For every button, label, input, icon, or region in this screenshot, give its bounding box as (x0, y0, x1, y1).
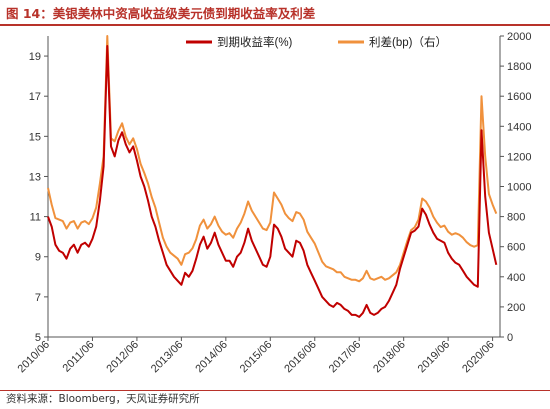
x-tick-label: 2020/06 (460, 339, 497, 376)
series-line-yield (47, 45, 498, 318)
x-tick-label: 2019/06 (416, 339, 453, 376)
y-right-tick-label: 800 (507, 212, 525, 224)
y-right-tick-label: 1600 (507, 91, 531, 103)
y-left-tick-label: 17 (29, 91, 41, 103)
x-tick-label: 2010/06 (16, 339, 53, 376)
y-left-tick-label: 7 (35, 292, 41, 304)
legend-item-yield: 到期收益率(%) (186, 35, 293, 49)
chart-lines (47, 35, 498, 318)
x-tick-label: 2014/06 (193, 339, 230, 376)
y-left-tick-label: 5 (35, 332, 41, 344)
x-tick-label: 2012/06 (104, 339, 141, 376)
y-right-tick-label: 600 (507, 242, 525, 254)
y-right-tick-label: 0 (507, 332, 513, 344)
y-right-tick-label: 200 (507, 302, 525, 314)
y-left-tick-label: 15 (29, 131, 41, 143)
y-left-tick-label: 9 (35, 252, 41, 264)
series-line-spread (47, 35, 498, 283)
y-left-tick-label: 13 (29, 171, 41, 183)
x-tick-label: 2017/06 (327, 339, 364, 376)
y-right-tick-label: 1200 (507, 151, 531, 163)
x-tick-label: 2013/06 (149, 339, 186, 376)
y-left-tick-label: 11 (30, 212, 41, 224)
legend-item-spread: 利差(bp)（右） (338, 35, 447, 49)
x-tick-label: 2016/06 (282, 339, 319, 376)
line-chart: 5 7 9 11 13 15 17 19 0 200 400 600 800 1000 1200 1400 16… (16, 31, 532, 376)
y-left-tick-label: 19 (29, 51, 41, 63)
title-rule (0, 24, 550, 26)
x-tick-label: 2018/06 (371, 339, 408, 376)
source-rule (0, 390, 550, 391)
legend-label: 利差(bp)（右） (369, 35, 447, 49)
y-right-tick-label: 1000 (507, 182, 531, 194)
figure-title: 图 14：美银美林中资高收益级美元债到期收益率及利差 (6, 6, 316, 21)
legend-label: 到期收益率(%) (217, 35, 293, 49)
y-right-tick-label: 2000 (507, 31, 531, 43)
y-right-tick-label: 1800 (507, 61, 531, 73)
y-right-tick-label: 1400 (507, 121, 531, 133)
figure-source: 资料来源：Bloomberg，天风证券研究所 (6, 393, 200, 405)
x-tick-label: 2011/06 (61, 339, 97, 375)
y-right-tick-label: 400 (507, 272, 525, 284)
chart-legend: 到期收益率(%) 利差(bp)（右） (186, 35, 447, 49)
x-tick-label: 2015/06 (238, 339, 275, 376)
